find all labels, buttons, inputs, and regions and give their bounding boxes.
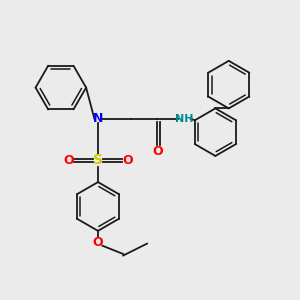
Text: NH: NH — [175, 114, 194, 124]
Text: O: O — [152, 145, 163, 158]
Text: O: O — [122, 154, 133, 167]
Text: S: S — [93, 153, 103, 167]
Text: N: N — [93, 112, 103, 125]
Text: O: O — [93, 236, 103, 249]
Text: O: O — [63, 154, 74, 167]
